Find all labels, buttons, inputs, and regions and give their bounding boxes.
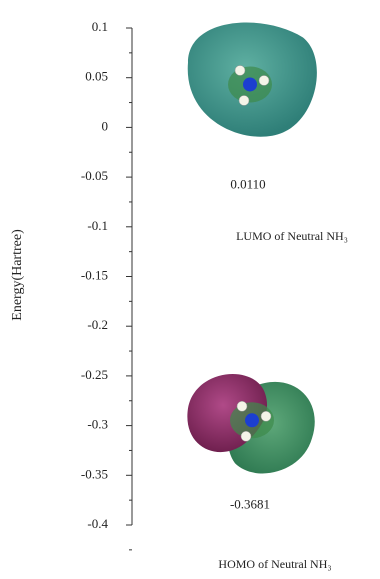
orbital bbox=[187, 374, 314, 473]
nitrogen bbox=[245, 413, 259, 427]
orbital-caption: LUMO of Neutral NH₃ bbox=[236, 229, 348, 243]
value-label: -0.3681 bbox=[230, 496, 270, 511]
nitrogen bbox=[243, 77, 257, 91]
y-tick-label: -0.4 bbox=[87, 516, 108, 531]
hydrogen bbox=[261, 411, 271, 421]
y-tick-label: 0.1 bbox=[92, 19, 108, 34]
y-tick-label: -0.1 bbox=[87, 218, 108, 233]
hydrogen bbox=[241, 431, 251, 441]
hydrogen bbox=[237, 401, 247, 411]
orbital bbox=[188, 22, 317, 136]
hydrogen bbox=[259, 75, 269, 85]
page: {"chart_data": {"type": "level", "y_labe… bbox=[0, 0, 380, 574]
y-tick-label: -0.3 bbox=[87, 417, 108, 432]
y-tick-label: 0.05 bbox=[85, 69, 108, 84]
hydrogen bbox=[239, 95, 249, 105]
orbital-caption: HOMO of Neutral NH₃ bbox=[218, 557, 331, 571]
y-axis-label: Energy(Hartree) bbox=[10, 229, 25, 321]
y-tick-label: -0.25 bbox=[81, 367, 108, 382]
chart: Energy(Hartree) 0.1 0.05 0 -0.05 -0.1 -0.15 -0… bbox=[0, 0, 380, 574]
y-tick-label: 0 bbox=[102, 118, 109, 133]
value-label: 0.0110 bbox=[230, 176, 265, 191]
y-tick-label: -0.05 bbox=[81, 168, 108, 183]
y-tick-label: -0.35 bbox=[81, 466, 108, 481]
y-tick-label: -0.15 bbox=[81, 267, 108, 282]
y-tick-label: -0.2 bbox=[87, 317, 108, 332]
hydrogen bbox=[235, 65, 245, 75]
